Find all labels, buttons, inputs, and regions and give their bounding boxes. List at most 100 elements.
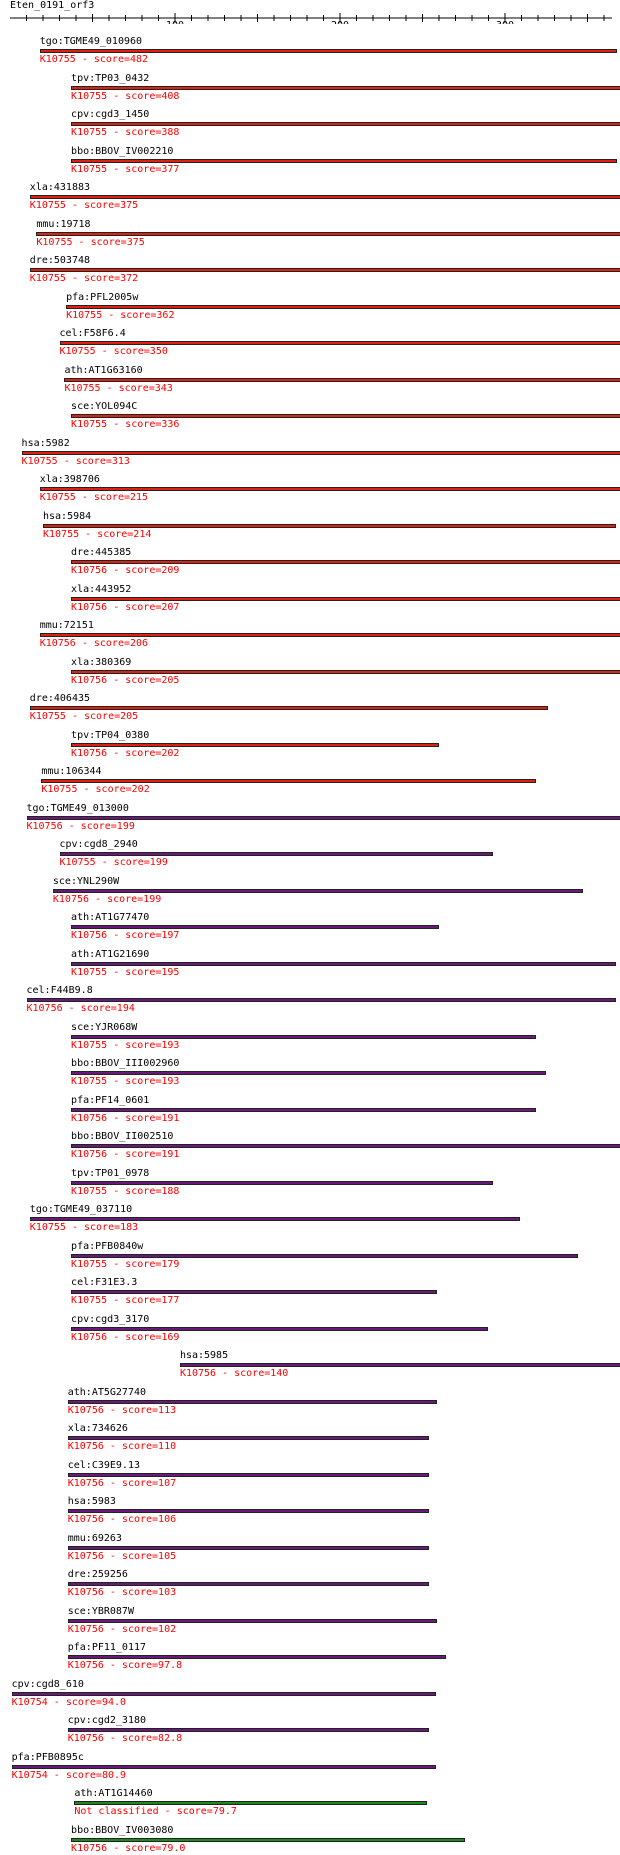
hit-name[interactable]: mmu:69263: [68, 1533, 122, 1545]
hit-name[interactable]: cel:C39E9.13: [68, 1460, 140, 1472]
hit-name[interactable]: cpv:cgd8_2940: [60, 839, 138, 851]
hit-name[interactable]: mmu:72151: [40, 620, 94, 632]
hit-bar[interactable]: [68, 1400, 438, 1404]
hit-name[interactable]: cpv:cgd2_3180: [68, 1715, 146, 1727]
hit-bar[interactable]: [27, 998, 616, 1002]
hit-bar[interactable]: [68, 1728, 429, 1732]
hit-bar[interactable]: [71, 743, 439, 747]
hit-bar[interactable]: [71, 925, 439, 929]
hit-name[interactable]: ath:AT5G27740: [68, 1387, 146, 1399]
hit-score: K10756 - score=209: [71, 565, 179, 577]
hit-name[interactable]: pfa:PFB0895c: [12, 1752, 84, 1764]
hit-bar[interactable]: [40, 487, 620, 491]
hit-name[interactable]: xla:734626: [68, 1423, 128, 1435]
hit-name[interactable]: sce:YNL290W: [53, 876, 119, 888]
hit-bar[interactable]: [30, 706, 548, 710]
hit-bar[interactable]: [71, 1144, 620, 1148]
hit-bar[interactable]: [71, 159, 617, 163]
hit-name[interactable]: xla:431883: [30, 182, 90, 194]
hit-bar[interactable]: [71, 670, 620, 674]
hit-bar[interactable]: [68, 1546, 429, 1550]
hit-bar[interactable]: [71, 122, 620, 126]
hit-name[interactable]: pfa:PF11_0117: [68, 1642, 146, 1654]
hit-name[interactable]: hsa:5983: [68, 1496, 116, 1508]
hit-name[interactable]: bbo:BBOV_IV003080: [71, 1825, 173, 1837]
hit-bar[interactable]: [71, 1035, 536, 1039]
hit-name[interactable]: bbo:BBOV_III002960: [71, 1058, 179, 1070]
hit-name[interactable]: bbo:BBOV_IV002210: [71, 146, 173, 158]
hit-name[interactable]: pfa:PF14_0601: [71, 1095, 149, 1107]
hit-name[interactable]: cpv:cgd3_1450: [71, 109, 149, 121]
hit-bar[interactable]: [71, 1108, 536, 1112]
hit-bar[interactable]: [68, 1436, 429, 1440]
hit-name[interactable]: pfa:PFL2005w: [66, 292, 138, 304]
hit-bar[interactable]: [30, 195, 620, 199]
hit-bar[interactable]: [36, 232, 620, 236]
hit-name[interactable]: ath:AT1G63160: [64, 365, 142, 377]
hit-bar[interactable]: [68, 1509, 429, 1513]
hit-name[interactable]: tpv:TP04_0380: [71, 730, 149, 742]
hit-bar[interactable]: [68, 1619, 438, 1623]
hit-name[interactable]: xla:398706: [40, 474, 100, 486]
hit-bar[interactable]: [71, 86, 620, 90]
hit-name[interactable]: dre:406435: [30, 693, 90, 705]
hit-bar[interactable]: [30, 268, 620, 272]
hit-bar[interactable]: [71, 1181, 493, 1185]
hit-name[interactable]: cel:F44B9.8: [27, 985, 93, 997]
hit-name[interactable]: sce:YOL094C: [71, 401, 137, 413]
hit-bar[interactable]: [41, 779, 536, 783]
hit-bar[interactable]: [27, 816, 620, 820]
hit-bar[interactable]: [71, 414, 620, 418]
hit-bar[interactable]: [71, 560, 620, 564]
hit-bar[interactable]: [43, 524, 616, 528]
hit-name[interactable]: mmu:106344: [41, 766, 101, 778]
hit-bar[interactable]: [71, 1327, 488, 1331]
hit-bar[interactable]: [71, 1071, 546, 1075]
hit-bar[interactable]: [74, 1801, 427, 1805]
hit-name[interactable]: cel:F58F6.4: [60, 328, 126, 340]
hit-name[interactable]: dre:259256: [68, 1569, 128, 1581]
hit-name[interactable]: cel:F31E3.3: [71, 1277, 137, 1289]
hit-bar[interactable]: [68, 1582, 429, 1586]
hit-name[interactable]: dre:445385: [71, 547, 131, 559]
hit-name[interactable]: tgo:TGME49_037110: [30, 1204, 132, 1216]
hit-bar[interactable]: [40, 49, 618, 53]
hit-bar[interactable]: [71, 1290, 437, 1294]
hit-bar[interactable]: [12, 1765, 436, 1769]
hit-name[interactable]: dre:503748: [30, 255, 90, 267]
hit-name[interactable]: hsa:5982: [22, 438, 70, 450]
hit-name[interactable]: ath:AT1G77470: [71, 912, 149, 924]
hit-bar[interactable]: [12, 1692, 436, 1696]
hit-bar[interactable]: [68, 1655, 446, 1659]
hit-name[interactable]: xla:380369: [71, 657, 131, 669]
hit-name[interactable]: sce:YBR087W: [68, 1606, 134, 1618]
hit-bar[interactable]: [71, 1254, 578, 1258]
hit-name[interactable]: tgo:TGME49_010960: [40, 36, 142, 48]
hit-name[interactable]: pfa:PFB0840w: [71, 1241, 143, 1253]
hit-bar[interactable]: [53, 889, 583, 893]
hit-name[interactable]: sce:YJR068W: [71, 1022, 137, 1034]
hit-name[interactable]: hsa:5984: [43, 511, 91, 523]
hit-name[interactable]: xla:443952: [71, 584, 131, 596]
hit-name[interactable]: cpv:cgd8_610: [12, 1679, 84, 1691]
hit-bar[interactable]: [64, 378, 620, 382]
hit-bar[interactable]: [60, 341, 620, 345]
hit-bar[interactable]: [71, 962, 616, 966]
hit-bar[interactable]: [60, 852, 494, 856]
hit-name[interactable]: cpv:cgd3_3170: [71, 1314, 149, 1326]
hit-name[interactable]: ath:AT1G14460: [74, 1788, 152, 1800]
hit-name[interactable]: tpv:TP01_0978: [71, 1168, 149, 1180]
hit-name[interactable]: ath:AT1G21690: [71, 949, 149, 961]
hit-bar[interactable]: [30, 1217, 520, 1221]
hit-bar[interactable]: [66, 305, 620, 309]
hit-bar[interactable]: [180, 1363, 620, 1367]
hit-bar[interactable]: [68, 1473, 429, 1477]
hit-name[interactable]: tpv:TP03_0432: [71, 73, 149, 85]
hit-name[interactable]: mmu:19718: [36, 219, 90, 231]
hit-bar[interactable]: [22, 451, 620, 455]
hit-bar[interactable]: [71, 597, 620, 601]
hit-name[interactable]: tgo:TGME49_013000: [27, 803, 129, 815]
hit-name[interactable]: bbo:BBOV_II002510: [71, 1131, 173, 1143]
hit-bar[interactable]: [40, 633, 620, 637]
hit-name[interactable]: hsa:5985: [180, 1350, 228, 1362]
